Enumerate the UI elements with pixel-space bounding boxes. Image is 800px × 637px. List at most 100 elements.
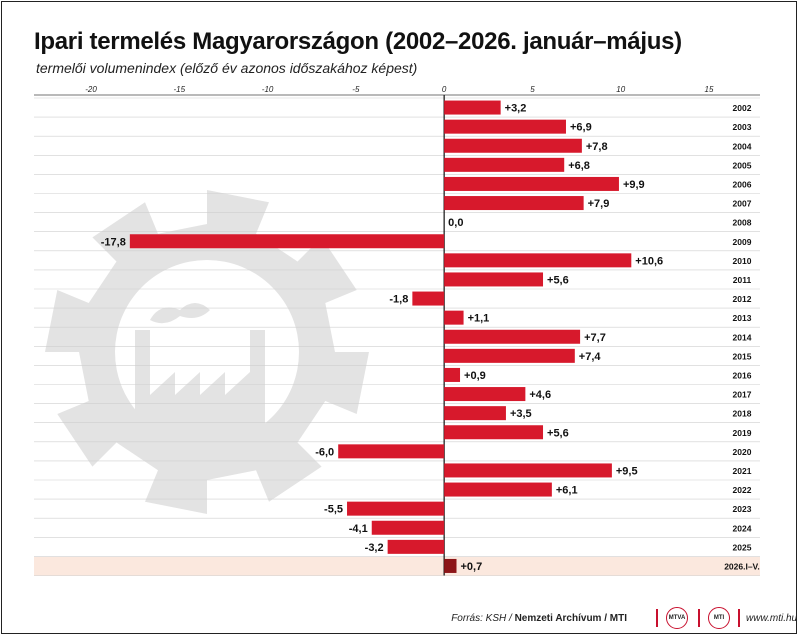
category-label: 2018 [733, 409, 752, 419]
bar [444, 425, 544, 440]
bar [444, 272, 544, 287]
data-label: +9,5 [616, 465, 638, 477]
bar [347, 501, 445, 516]
factory-icon [135, 330, 265, 455]
bar [444, 348, 575, 363]
category-label: 2021 [733, 466, 752, 476]
bar [338, 444, 445, 459]
category-labels: 2002 2003 2004 2005 2006 2007 2008 2009 2010 2011… [724, 103, 760, 571]
source-prefix: Forrás: KSH / [451, 613, 515, 624]
factory-gear-watermark [45, 190, 369, 514]
source-text: Forrás: KSH / Nemzeti Archívum / MTI [451, 613, 627, 624]
data-label: +7,7 [584, 332, 606, 344]
data-label: +10,6 [635, 255, 663, 267]
value-labels: +3,2 +6,9 +7,8 +6,8 +9,9 +7,9 0,0 -17,8 +10,6 +5,… [101, 103, 663, 573]
bar [444, 310, 464, 325]
bar [371, 520, 445, 535]
data-label: +6,8 [568, 160, 590, 172]
bar [444, 176, 619, 191]
highlight-row [34, 556, 760, 576]
divider [698, 609, 700, 627]
bar [444, 196, 584, 211]
x-tick-label: -15 [174, 85, 186, 94]
category-label: 2017 [733, 390, 752, 400]
mti-logo: MTI [708, 607, 730, 629]
bar [444, 406, 506, 421]
data-label: -17,8 [101, 236, 126, 248]
website-url: www.mti.hu [746, 613, 798, 624]
category-label: 2002 [733, 103, 752, 113]
bar [444, 100, 501, 115]
footer: Forrás: KSH / Nemzeti Archívum / MTI MTV… [0, 603, 800, 635]
category-label: 2009 [733, 237, 752, 247]
x-tick-label: 10 [616, 85, 625, 94]
category-label: 2020 [733, 447, 752, 457]
data-label: +0,7 [461, 561, 483, 573]
category-label: 2004 [733, 141, 752, 151]
category-label: 2024 [733, 523, 752, 533]
row-backgrounds [34, 97, 760, 576]
data-label: -5,5 [324, 504, 343, 516]
category-label: 2023 [733, 504, 752, 514]
category-label: 2022 [733, 485, 752, 495]
data-label: +3,2 [505, 103, 527, 115]
bars [129, 100, 632, 573]
data-label: +5,6 [547, 427, 569, 439]
category-label: 2013 [733, 313, 752, 323]
data-label: +7,4 [579, 351, 602, 363]
category-label: 2025 [733, 542, 752, 552]
mtva-logo: MTVA [666, 607, 688, 629]
divider [656, 609, 658, 627]
data-label: +9,9 [623, 179, 645, 191]
data-label: +7,8 [586, 141, 608, 153]
category-label: 2006 [733, 179, 752, 189]
chart-title: Ipari termelés Magyarországon (2002–2026… [34, 28, 682, 55]
data-label: +5,6 [547, 274, 569, 286]
category-label: 2007 [733, 199, 752, 209]
category-label: 2003 [733, 122, 752, 132]
bar [444, 253, 632, 268]
data-label: +6,9 [570, 122, 592, 134]
chart-subtitle: termelői volumenindex (előző év azonos i… [36, 60, 418, 76]
category-label: 2019 [733, 428, 752, 438]
category-label: 2005 [733, 160, 752, 170]
bar [444, 367, 461, 382]
bar [444, 138, 582, 153]
category-label: 2011 [733, 275, 752, 285]
data-label: +7,9 [588, 198, 610, 210]
bar [444, 482, 552, 497]
category-label: 2026.I–V. [724, 561, 760, 571]
x-tick-label: -20 [85, 85, 97, 94]
category-label: 2015 [733, 351, 752, 361]
category-label: 2016 [733, 370, 752, 380]
source-bold: Nemzeti Archívum / MTI [514, 613, 627, 624]
bar [129, 234, 445, 249]
bar [444, 463, 612, 478]
category-label: 2008 [733, 218, 752, 228]
data-label: 0,0 [448, 217, 463, 229]
data-label: -4,1 [349, 523, 368, 535]
category-label: 2010 [733, 256, 752, 266]
x-tick-label: 5 [530, 85, 535, 94]
bar [412, 291, 445, 306]
data-label: +0,9 [464, 370, 486, 382]
data-label: +6,1 [556, 485, 578, 497]
data-label: +4,6 [529, 389, 551, 401]
data-label: +1,1 [468, 313, 490, 325]
bar [444, 387, 526, 402]
x-tick-label: -5 [352, 85, 360, 94]
x-tick-label: 0 [442, 85, 447, 94]
bar [387, 539, 445, 554]
data-label: -3,2 [365, 542, 384, 554]
x-tick-label: 15 [705, 85, 714, 94]
divider [738, 609, 740, 627]
bar [444, 329, 581, 344]
category-label: 2014 [733, 332, 752, 342]
data-label: -6,0 [315, 446, 334, 458]
x-tick-label: -10 [262, 85, 274, 94]
data-label: +3,5 [510, 408, 532, 420]
bar [444, 119, 566, 134]
bar [444, 558, 457, 573]
